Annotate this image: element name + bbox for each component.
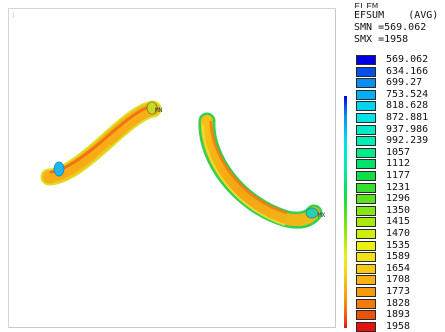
mx-marker: MX xyxy=(318,212,326,219)
legend-value: 1057 xyxy=(386,146,411,158)
legend-entry: 699.27 xyxy=(354,77,444,89)
legend-title-row: EFSUM (AVG) xyxy=(354,10,438,21)
legend-swatch xyxy=(356,55,376,65)
left-tube: MN xyxy=(40,100,163,186)
legend-value: 1773 xyxy=(386,286,411,297)
legend-cut-text: ELEM xyxy=(354,3,414,8)
legend-swatch xyxy=(356,287,376,297)
legend-value: 1112 xyxy=(386,158,411,170)
legend-value: 1958 xyxy=(386,320,411,332)
legend-swatch xyxy=(356,263,376,274)
legend-value: 937.986 xyxy=(386,123,429,135)
contour-legend: ELEM EFSUM (AVG) SMN =569.062 SMX =1958 … xyxy=(354,3,444,332)
legend-swatch xyxy=(356,78,376,89)
legend-entry: 1177 xyxy=(354,170,444,181)
legend-value: 1828 xyxy=(386,297,411,309)
graphics-viewport[interactable]: MN MX xyxy=(8,8,336,328)
legend-value: 753.524 xyxy=(386,88,429,100)
legend-swatch xyxy=(356,310,376,321)
legend-swatch xyxy=(356,171,376,181)
legend-entry: 1828 xyxy=(354,298,444,309)
legend-entry: 1535 xyxy=(354,240,444,251)
legend-swatch xyxy=(356,229,376,239)
legend-value: 1535 xyxy=(386,239,411,251)
mn-marker: MN xyxy=(155,107,163,114)
legend-swatch xyxy=(356,321,376,332)
legend-swatch xyxy=(356,159,376,170)
legend-value: 1296 xyxy=(386,193,411,205)
legend-value: 1350 xyxy=(386,204,411,216)
legend-value: 1415 xyxy=(386,216,411,228)
legend-value: 872.881 xyxy=(386,112,429,123)
legend-entry: 1112 xyxy=(354,158,444,170)
legend-entry: 1893 xyxy=(354,309,444,321)
viewport-corner-tick xyxy=(13,12,14,18)
legend-entry: 818.628 xyxy=(354,100,444,112)
legend-entry: 1296 xyxy=(354,193,444,205)
legend-value: 1231 xyxy=(386,181,411,193)
legend-swatch xyxy=(356,101,376,112)
legend-value: 634.166 xyxy=(386,65,429,77)
legend-swatch xyxy=(356,147,376,158)
legend-entry: 1654 xyxy=(354,263,444,274)
right-tube: MX xyxy=(198,112,326,229)
legend-entry: 1415 xyxy=(354,216,444,228)
legend-entry: 1470 xyxy=(354,228,444,239)
legend-entry: 1057 xyxy=(354,147,444,158)
legend-entry: 1773 xyxy=(354,286,444,297)
legend-value: 569.062 xyxy=(386,54,429,65)
legend-swatch xyxy=(356,136,376,147)
legend-entry: 634.166 xyxy=(354,66,444,77)
legend-value: 818.628 xyxy=(386,100,429,112)
legend-entry: 569.062 xyxy=(354,54,444,65)
legend-swatch xyxy=(356,240,376,251)
legend-title: EFSUM xyxy=(354,10,385,21)
legend-swatch xyxy=(356,217,376,228)
legend-value: 1177 xyxy=(386,170,411,181)
legend-value: 699.27 xyxy=(386,77,423,89)
legend-swatch xyxy=(356,298,376,309)
legend-value: 1708 xyxy=(386,274,411,286)
legend-swatch xyxy=(356,89,376,100)
legend-entry: 1231 xyxy=(354,182,444,193)
legend-value: 992.239 xyxy=(386,135,429,147)
contour-edge-strip xyxy=(344,96,347,328)
legend-swatch xyxy=(356,275,376,286)
legend-entry: 1589 xyxy=(354,251,444,263)
legend-swatch xyxy=(356,113,376,123)
legend-swatch xyxy=(356,66,376,77)
model-canvas: MN MX xyxy=(40,100,326,229)
legend-value: 1589 xyxy=(386,251,411,263)
legend-swatch xyxy=(356,194,376,205)
legend-value: 1654 xyxy=(386,262,411,274)
legend-entry: 872.881 xyxy=(354,112,444,123)
legend-value: 1470 xyxy=(386,228,411,239)
legend-entry: 1708 xyxy=(354,274,444,286)
legend-value: 1893 xyxy=(386,309,411,321)
legend-entry: 1958 xyxy=(354,321,444,332)
legend-entry: 937.986 xyxy=(354,124,444,135)
legend-entry: 1350 xyxy=(354,205,444,216)
legend-entry: 992.239 xyxy=(354,135,444,147)
legend-swatch xyxy=(356,205,376,216)
legend-avg-label: (AVG) xyxy=(408,10,439,21)
legend-swatch xyxy=(356,252,376,263)
legend-swatch xyxy=(356,182,376,193)
legend-swatch xyxy=(356,124,376,135)
legend-smx: SMX =1958 xyxy=(354,34,409,45)
legend-smn: SMN =569.062 xyxy=(354,22,427,33)
legend-entry: 753.524 xyxy=(354,89,444,100)
